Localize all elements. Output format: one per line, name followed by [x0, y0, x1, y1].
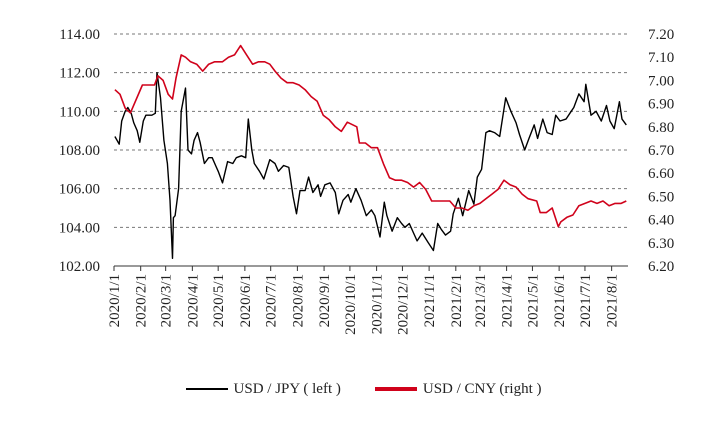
x-tick-label: 2021/1/1	[422, 274, 438, 327]
x-tick-label: 2020/2/1	[134, 274, 150, 327]
x-tick-label: 2021/2/1	[449, 274, 465, 327]
x-tick-label: 2020/7/1	[264, 274, 280, 327]
x-tick-label: 2020/6/1	[238, 274, 254, 327]
x-tick-label: 2021/6/1	[552, 274, 568, 327]
legend-swatch-usdcny	[374, 387, 417, 391]
right-tick-label: 6.70	[648, 143, 674, 159]
legend-label-usdjpy: USD / JPY ( left )	[233, 380, 341, 397]
x-tick-label: 2020/11/1	[370, 274, 386, 334]
right-tick-label: 7.10	[648, 50, 674, 66]
x-tick-label: 2021/4/1	[500, 274, 516, 327]
right-axis-ticks: 6.20 6.30 6.40 6.50 6.60 6.70 6.80 6.90 7.00 7.10…	[648, 27, 674, 275]
right-tick-label: 6.90	[648, 97, 674, 113]
gridlines	[114, 33, 628, 228]
left-tick-label: 110.00	[59, 104, 100, 120]
left-tick-label: 114.00	[59, 27, 100, 43]
right-tick-label: 6.80	[648, 120, 674, 136]
legend-label-usdcny: USD / CNY (right )	[422, 380, 542, 397]
legend: USD / JPY ( left ) USD / CNY (right )	[0, 377, 727, 401]
right-tick-label: 7.20	[648, 27, 674, 43]
x-tick-label: 2020/1/1	[107, 274, 123, 327]
left-axis-ticks: 102.00 104.00 106.00 108.00 110.00 112.00 114.…	[59, 27, 100, 275]
x-tick-label: 2020/5/1	[211, 274, 227, 327]
left-tick-label: 108.00	[59, 143, 100, 159]
x-tick-label: 2020/10/1	[343, 274, 359, 335]
series-line-usdcny	[114, 44, 627, 228]
right-tick-label: 6.50	[648, 189, 674, 205]
right-tick-label: 6.20	[648, 259, 674, 275]
x-tick-label: 2020/8/1	[290, 274, 306, 327]
left-tick-label: 112.00	[59, 66, 100, 82]
left-tick-label: 102.00	[59, 259, 100, 275]
x-tick-label: 2021/3/1	[473, 274, 489, 327]
left-tick-label: 104.00	[59, 220, 100, 236]
x-tick-label: 2020/4/1	[185, 274, 201, 327]
right-tick-label: 7.00	[648, 73, 674, 89]
right-tick-label: 6.60	[648, 166, 674, 182]
x-tick-label: 2021/7/1	[578, 274, 594, 327]
series-lines	[114, 44, 627, 259]
right-tick-label: 6.30	[648, 236, 674, 252]
series-line-usdjpy	[114, 72, 627, 259]
legend-swatch-usdjpy	[185, 388, 228, 390]
x-axis-ticks: 2020/1/1 2020/2/1 2020/3/1 2020/4/1 2020/5/1…	[107, 266, 621, 335]
x-tick-label: 2021/5/1	[525, 274, 541, 327]
x-tick-label: 2020/12/1	[395, 274, 411, 335]
x-tick-label: 2021/8/1	[605, 274, 621, 327]
legend-item-usdcny: USD / CNY (right )	[374, 380, 542, 398]
x-tick-label: 2020/3/1	[159, 274, 175, 327]
right-tick-label: 6.40	[648, 213, 674, 229]
legend-item-usdjpy: USD / JPY ( left )	[185, 380, 341, 398]
x-tick-label: 2020/9/1	[317, 274, 333, 327]
left-tick-label: 106.00	[59, 182, 100, 198]
